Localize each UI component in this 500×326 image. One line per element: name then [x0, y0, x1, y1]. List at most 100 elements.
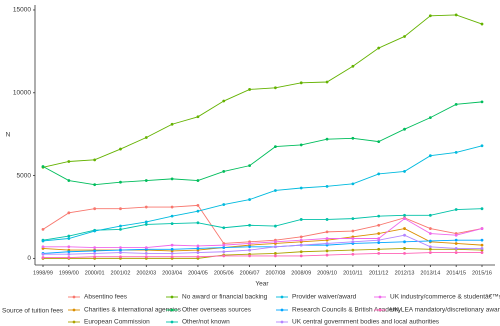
legend-swatch-point: [280, 295, 284, 299]
data-point: [248, 223, 251, 227]
data-point: [480, 207, 484, 211]
data-point: [93, 255, 97, 259]
data-point: [325, 253, 329, 257]
data-point: [299, 243, 303, 247]
data-point: [299, 250, 303, 254]
legend-label: UK central government bodies and local a…: [292, 319, 440, 326]
legend-label: Other overseas sources: [182, 307, 252, 314]
data-point: [248, 245, 251, 249]
legend-swatch-point: [72, 320, 76, 324]
data-point: [480, 144, 484, 148]
data-point: [274, 254, 277, 258]
series-line: [42, 208, 483, 241]
data-point: [428, 14, 432, 18]
data-point: [274, 189, 277, 192]
data-point: [248, 198, 251, 201]
data-point: [196, 179, 200, 182]
data-point: [403, 35, 406, 38]
x-axis-title: Year: [255, 281, 269, 288]
data-point: [454, 238, 458, 242]
data-point: [428, 154, 432, 158]
x-tick-label: 1999/00: [59, 270, 79, 276]
x-tick-label: 2006/07: [240, 270, 260, 276]
data-point: [196, 244, 200, 248]
data-point: [299, 254, 303, 258]
data-point: [144, 255, 148, 259]
data-point: [428, 116, 432, 120]
data-point: [299, 235, 303, 239]
data-point: [67, 179, 71, 182]
data-point: [222, 250, 226, 254]
legend-swatch-point: [72, 308, 76, 312]
data-point: [67, 256, 71, 259]
x-tick-label: 2004/05: [188, 270, 208, 276]
x-tick-label: 2001/02: [111, 270, 131, 276]
data-point: [222, 243, 226, 247]
data-point: [144, 223, 148, 226]
data-point: [480, 227, 484, 230]
data-point: [274, 240, 277, 244]
data-point: [454, 150, 458, 154]
y-tick-label: 15000: [13, 7, 31, 14]
data-point: [377, 140, 381, 144]
data-point: [351, 237, 355, 240]
data-point: [428, 239, 432, 243]
data-point: [170, 222, 174, 225]
data-point: [428, 232, 432, 235]
x-tick-label: 2013/14: [420, 270, 440, 276]
data-point: [274, 86, 277, 90]
data-point: [119, 207, 122, 211]
data-point: [428, 213, 432, 217]
data-point: [41, 256, 45, 259]
data-point: [351, 229, 355, 233]
data-point: [480, 238, 484, 242]
x-tick-label: 2012/13: [395, 270, 415, 276]
data-point: [377, 214, 381, 218]
x-tick-label: 2015/16: [472, 270, 492, 276]
legend-swatch-point: [170, 320, 174, 324]
y-axis-title: N: [6, 132, 11, 139]
x-tick-label: 2009/10: [317, 270, 337, 276]
data-point: [403, 233, 406, 237]
series-line: [42, 101, 483, 186]
data-point: [119, 224, 122, 228]
data-point: [299, 81, 303, 85]
data-point: [325, 230, 329, 234]
x-tick-label: 2011/12: [369, 270, 388, 276]
data-point: [325, 242, 329, 245]
data-point: [119, 180, 122, 184]
legend-label: European Commission: [84, 319, 150, 326]
data-point: [325, 184, 329, 188]
data-point: [67, 252, 71, 256]
data-point: [93, 252, 97, 255]
legend-swatch-point: [378, 295, 382, 299]
series-line: [42, 239, 482, 254]
data-point: [377, 252, 381, 255]
data-point: [222, 246, 226, 250]
data-point: [325, 249, 329, 253]
data-point: [144, 246, 148, 250]
data-point: [351, 136, 355, 140]
data-point: [454, 13, 458, 17]
data-point: [222, 99, 226, 103]
data-point: [248, 164, 251, 168]
data-point: [93, 249, 97, 253]
legend-label: Research Councils & British Academy: [292, 307, 402, 314]
data-point: [67, 250, 71, 254]
legend-swatch-point: [280, 320, 284, 324]
data-point: [196, 203, 200, 207]
legend-label: Charities & international agencies: [84, 307, 182, 314]
data-point: [41, 252, 45, 256]
x-tick-label: 2014/15: [446, 270, 466, 276]
data-point: [222, 203, 226, 206]
data-point: [403, 170, 406, 173]
x-tick-label: 2002/03: [136, 270, 156, 276]
data-point: [428, 245, 432, 249]
legend-swatch-point: [170, 308, 174, 312]
data-point: [403, 217, 406, 221]
data-point: [351, 217, 355, 221]
data-point: [144, 179, 148, 182]
data-point: [67, 211, 71, 215]
data-point: [67, 234, 71, 238]
